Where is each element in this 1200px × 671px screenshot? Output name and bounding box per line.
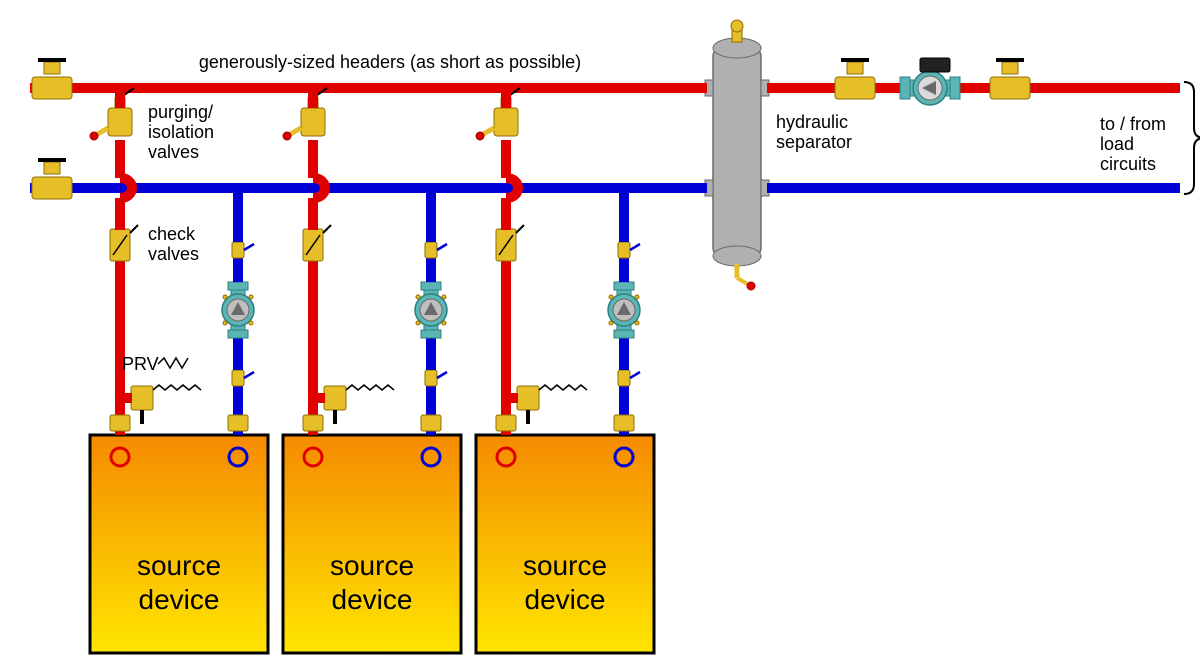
label-check-1: check bbox=[148, 224, 196, 244]
label-hydraulic-2: separator bbox=[776, 132, 852, 152]
label-purging-2: isolation bbox=[148, 122, 214, 142]
return-union-3 bbox=[614, 415, 634, 431]
source-label-3-1: source bbox=[523, 550, 607, 581]
return-union-1 bbox=[228, 415, 248, 431]
supply-union-2 bbox=[303, 415, 323, 431]
label-purging-1: purging/ bbox=[148, 102, 213, 122]
return-union-2 bbox=[421, 415, 441, 431]
source-device-2 bbox=[283, 435, 461, 653]
source-label-1-2: device bbox=[139, 584, 220, 615]
source-label-2-1: source bbox=[330, 550, 414, 581]
label-check-2: valves bbox=[148, 244, 199, 264]
label-purging-3: valves bbox=[148, 142, 199, 162]
source-device-1 bbox=[90, 435, 268, 653]
hydraulic-separator bbox=[705, 20, 769, 290]
label-loads-1: to / from bbox=[1100, 114, 1166, 134]
label-prv: PRV bbox=[122, 354, 159, 374]
label-headers: generously-sized headers (as short as po… bbox=[199, 52, 581, 72]
source-label-2-2: device bbox=[332, 584, 413, 615]
source-label-3-2: device bbox=[525, 584, 606, 615]
source-label-1-1: source bbox=[137, 550, 221, 581]
label-hydraulic-1: hydraulic bbox=[776, 112, 848, 132]
supply-union-1 bbox=[110, 415, 130, 431]
supply-union-3 bbox=[496, 415, 516, 431]
source-device-3 bbox=[476, 435, 654, 653]
hydraulic-diagram: sourcedevicesourcedevicesourcedevicegene… bbox=[0, 0, 1200, 671]
label-loads-3: circuits bbox=[1100, 154, 1156, 174]
label-loads-2: load bbox=[1100, 134, 1134, 154]
